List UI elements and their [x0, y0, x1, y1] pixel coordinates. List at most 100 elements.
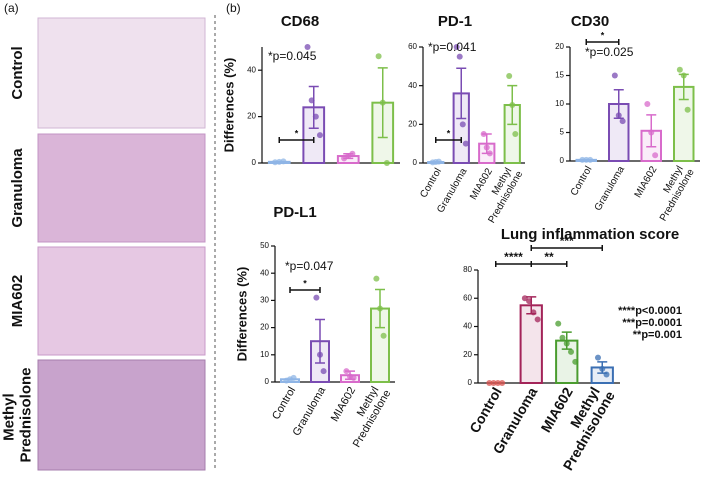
significance-bracket	[435, 137, 462, 143]
panel-label: (a)	[4, 1, 19, 15]
data-point	[509, 102, 516, 108]
significance-label: ****	[504, 250, 523, 264]
data-point	[453, 44, 460, 50]
data-point	[456, 53, 463, 60]
data-point	[312, 113, 319, 120]
data-point	[380, 332, 387, 339]
chart-title: PD-1	[438, 13, 472, 30]
data-point	[462, 140, 469, 147]
p-value: *p=0.047	[285, 259, 334, 273]
y-tick-label: 20	[555, 42, 564, 51]
data-point	[280, 158, 287, 165]
significance-note: ***p=0.0001	[622, 317, 682, 329]
chart: Lung inflammation score020406080ControlG…	[463, 226, 682, 473]
data-point	[611, 72, 618, 79]
data-point	[304, 44, 311, 50]
data-point	[494, 380, 501, 386]
y-tick-label: 40	[247, 65, 256, 74]
significance-label: **	[544, 250, 554, 264]
y-tick-label: 20	[247, 112, 256, 121]
chart-title: CD30	[571, 13, 609, 30]
y-tick-label: 60	[408, 42, 417, 51]
row-label: Granuloma	[9, 148, 26, 228]
data-point	[534, 316, 541, 323]
x-tick-label: Control	[270, 385, 298, 422]
data-point	[521, 295, 528, 302]
data-point	[383, 160, 390, 166]
data-point	[572, 358, 579, 365]
y-tick-label: 20	[260, 323, 269, 332]
error-bar	[308, 85, 319, 129]
significance-label: *	[447, 128, 451, 138]
x-tick-label: MIA602	[537, 384, 575, 435]
row-label: MIA602	[9, 275, 26, 328]
data-point	[375, 53, 382, 60]
x-tick-label: Control	[418, 166, 444, 199]
y-tick-label: 0	[560, 156, 565, 165]
p-value: *p=0.041	[428, 40, 477, 54]
image	[37, 17, 206, 129]
y-tick-label: 15	[555, 71, 564, 80]
data-point	[512, 131, 519, 137]
significance-bracket	[289, 287, 321, 293]
chart: PD-10204060ControlGranulomaMIA602Methyl …	[408, 13, 525, 225]
significance-label: *	[601, 30, 605, 40]
data-point	[313, 294, 320, 301]
y-tick-label: 20	[408, 119, 417, 128]
x-tick-label: MIA602	[468, 166, 495, 202]
data-point	[615, 112, 622, 119]
p-value: *p=0.045	[268, 49, 317, 63]
data-point	[555, 320, 562, 327]
p-value: *p=0.025	[585, 45, 634, 59]
panel-label: (b)	[226, 1, 241, 15]
data-point	[594, 354, 601, 361]
data-point	[373, 275, 380, 282]
image	[37, 359, 206, 471]
histology-images	[37, 17, 206, 471]
significance-note: **p=0.001	[633, 329, 682, 341]
y-tick-label: 60	[463, 293, 472, 302]
y-tick-label: 0	[265, 377, 270, 386]
data-point	[377, 305, 383, 312]
data-point	[526, 298, 533, 305]
data-point	[308, 97, 315, 104]
data-point	[490, 380, 497, 386]
data-point	[350, 374, 357, 381]
y-tick-label: 0	[252, 158, 257, 167]
data-point	[459, 121, 466, 128]
data-point	[652, 152, 659, 159]
row-label: Methyl Prednisolone	[0, 367, 34, 462]
data-point	[603, 371, 610, 378]
image	[37, 246, 206, 356]
significance-bracket	[585, 39, 620, 45]
y-tick-label: 40	[463, 322, 472, 331]
y-tick-label: 50	[260, 241, 269, 250]
x-tick-label: MIA602	[632, 164, 659, 200]
data-point	[563, 340, 570, 347]
error-line	[456, 67, 467, 120]
significance-bracket	[530, 261, 568, 267]
significance-bracket	[278, 137, 315, 143]
data-point	[317, 351, 323, 358]
y-axis-label: Differences (%)	[234, 267, 249, 362]
data-point	[506, 73, 513, 79]
x-tick-label: Control	[466, 384, 505, 435]
data-point	[676, 66, 683, 73]
data-point	[435, 158, 442, 165]
data-point	[684, 106, 691, 113]
significance-label: ***	[560, 234, 574, 248]
y-tick-label: 30	[260, 296, 269, 305]
chart-title: CD68	[281, 13, 319, 30]
data-point	[644, 101, 651, 107]
chart: CD68 Differences (%) 0 20 40 *p=0.045 *	[221, 13, 400, 167]
y-tick-label: 40	[260, 268, 269, 277]
chart-title: Lung inflammation score	[501, 226, 679, 243]
data-point	[486, 380, 493, 386]
error-line	[308, 85, 319, 129]
data-point	[379, 99, 386, 106]
y-tick-label: 10	[260, 350, 269, 359]
data-point	[648, 129, 655, 136]
y-axis-label: Differences (%)	[221, 58, 236, 153]
